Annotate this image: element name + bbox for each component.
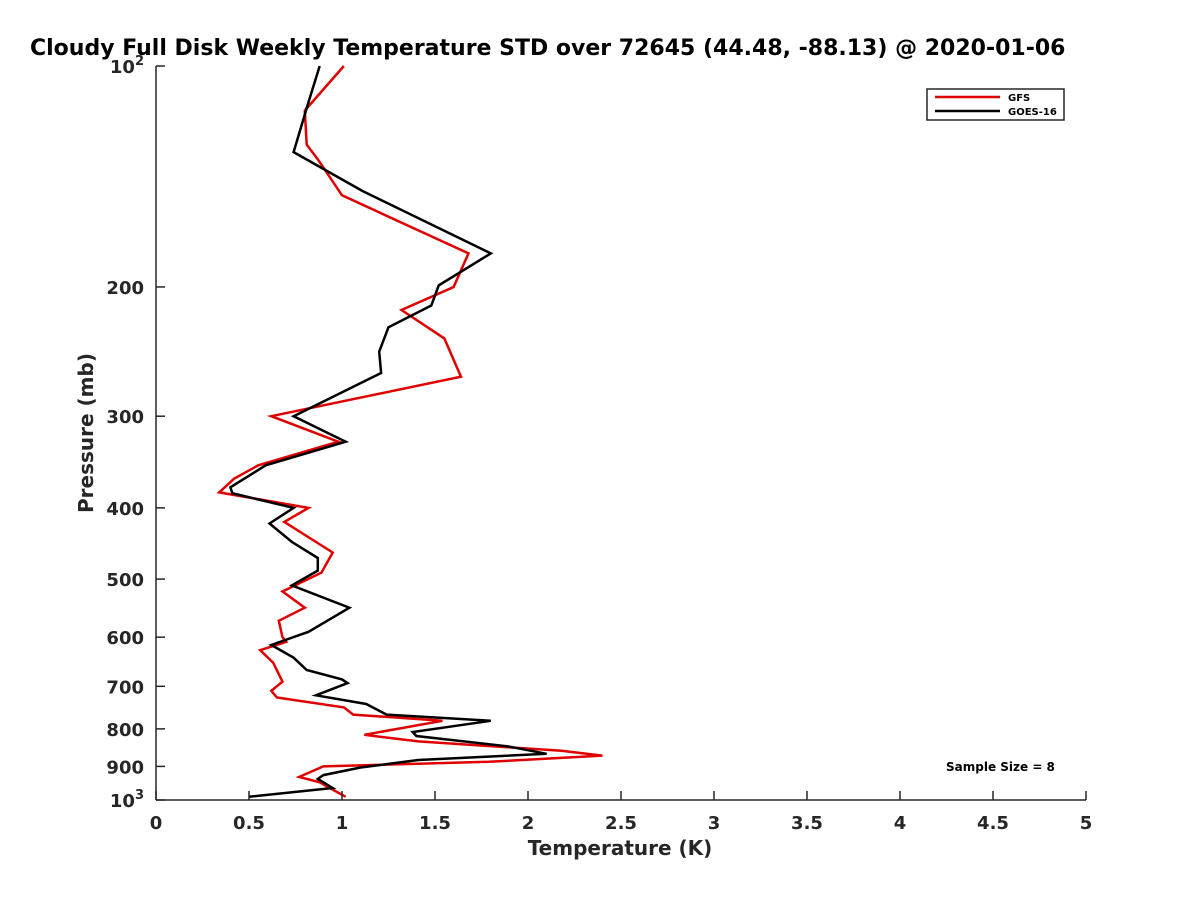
plot-area <box>156 66 1086 800</box>
series-line-gfs <box>216 65 603 798</box>
x-tick-label: 0.5 <box>233 813 265 834</box>
y-tick-label: 900 <box>106 757 144 778</box>
y-tick-label: 500 <box>106 570 144 591</box>
x-tick-label: 2 <box>522 813 535 834</box>
x-axis-ticks: 0 0.5 1 1.5 2 2.5 3 3.5 4 4.5 5 <box>150 791 1093 834</box>
y-tick-base: 10 <box>110 57 135 78</box>
y-axis-label: Pressure (mb) <box>74 353 98 513</box>
sample-size-annotation: Sample Size = 8 <box>946 760 1055 774</box>
legend-label-gfs: GFS <box>1008 93 1030 104</box>
series-layer <box>216 65 603 799</box>
x-tick-label: 4.5 <box>977 813 1009 834</box>
y-tick-base: 10 <box>110 791 135 812</box>
x-tick-label: 1 <box>336 813 349 834</box>
y-tick-label: 300 <box>106 407 144 428</box>
y-tick-label: 600 <box>106 628 144 649</box>
legend-label-goes16: GOES-16 <box>1008 107 1057 118</box>
x-tick-label: 2.5 <box>605 813 637 834</box>
y-tick-exponent: 3 <box>135 788 144 803</box>
x-tick-label: 5 <box>1080 813 1093 834</box>
y-tick-label: 102 <box>110 54 144 78</box>
x-tick-label: 3.5 <box>791 813 823 834</box>
x-tick-label: 0 <box>150 813 163 834</box>
y-tick-label: 200 <box>106 278 144 299</box>
y-tick-exponent: 2 <box>135 54 144 69</box>
y-tick-label: 700 <box>106 677 144 698</box>
x-tick-label: 1.5 <box>419 813 451 834</box>
y-tick-label: 400 <box>106 499 144 520</box>
legend: GFS GOES-16 <box>926 88 1065 121</box>
y-tick-label: 103 <box>110 788 144 812</box>
legend-box <box>926 88 1065 121</box>
x-axis-label: Temperature (K) <box>528 836 713 860</box>
series-line-goes16 <box>228 65 547 799</box>
y-tick-label: 800 <box>106 720 144 741</box>
chart-title: Cloudy Full Disk Weekly Temperature STD … <box>30 36 1065 61</box>
x-tick-label: 3 <box>708 813 721 834</box>
x-tick-label: 4 <box>894 813 907 834</box>
